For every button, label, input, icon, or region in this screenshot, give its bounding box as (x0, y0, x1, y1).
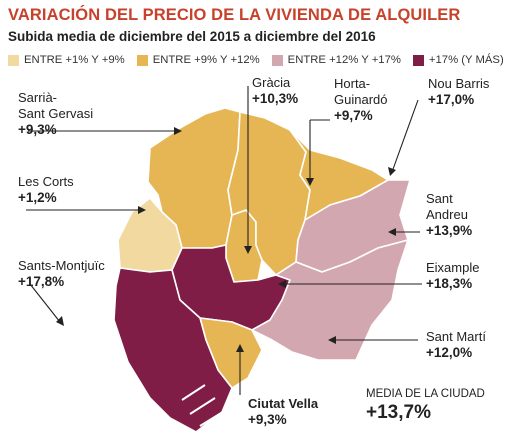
arrowhead-gracia (244, 246, 252, 254)
map-subtitle: Subida media de diciembre del 2015 a dic… (8, 29, 376, 44)
label-ciutatvella-value: +9,3% (248, 412, 287, 427)
label-gracia-name: Gràcia (252, 75, 291, 90)
map-title: VARIACIÓN DEL PRECIO DE LA VIVIENDA DE A… (8, 6, 461, 24)
arrowhead-sants (56, 316, 64, 326)
arrowhead-horta (306, 178, 314, 186)
label-sants: Sants-Montjuïc +17,8% (18, 258, 105, 290)
port-pier (181, 384, 227, 427)
label-sarria: Sarrià- Sant Gervasi +9,3% (18, 90, 93, 138)
arrowhead-eixample (278, 280, 286, 288)
legend-item-top: +17% (Y MÁS) (412, 54, 504, 66)
label-noubarris-value: +17,0% (428, 92, 475, 107)
legend-label-mid: ENTRE +9% Y +12% (152, 54, 260, 66)
label-ciutatvella-name: Ciutat Vella (248, 396, 319, 411)
district-santmarti[interactable] (251, 239, 409, 361)
district-sants[interactable] (113, 267, 233, 433)
label-gracia-value: +10,3% (252, 91, 299, 106)
legend-swatch-top (412, 54, 424, 66)
legend: ENTRE +1% Y +9% ENTRE +9% Y +12% ENTRE +… (8, 53, 516, 67)
legend-item-mid: ENTRE +9% Y +12% (136, 54, 260, 66)
label-sarria-name: Sarrià- Sant Gervasi (18, 90, 94, 121)
label-santmarti-value: +12,0% (426, 345, 473, 360)
label-lescorts-value: +1,2% (18, 190, 57, 205)
legend-label-top: +17% (Y MÁS) (428, 54, 504, 66)
arrowhead-santmarti (328, 336, 336, 344)
label-sants-value: +17,8% (18, 274, 65, 289)
label-noubarris: Nou Barris +17,0% (428, 76, 489, 108)
label-sants-name: Sants-Montjuïc (18, 258, 105, 273)
legend-swatch-low (8, 54, 19, 66)
label-eixample-name: Eixample (426, 260, 480, 275)
label-santmarti-name: Sant Martí (426, 329, 486, 344)
label-sarria-value: +9,3% (18, 122, 57, 137)
arrowhead-santandreu (388, 228, 396, 236)
label-horta-value: +9,7% (334, 108, 373, 123)
label-santandreu: Sant Andreu +13,9% (426, 191, 472, 239)
label-eixample: Eixample +18,3% (426, 260, 479, 292)
label-noubarris-name: Nou Barris (428, 76, 490, 91)
label-gracia: Gràcia +10,3% (252, 75, 298, 107)
city-average: MEDIA DE LA CIUDAD +13,7% (366, 388, 485, 424)
label-horta-name: Horta- Guinardó (334, 76, 388, 107)
legend-item-high: ENTRE +12% Y +17% (271, 54, 401, 66)
arrowhead-ciutatvella (236, 344, 244, 352)
legend-label-high: ENTRE +12% Y +17% (287, 54, 401, 66)
city-average-value: +13,7% (366, 402, 431, 423)
arrowhead-noubarris (388, 167, 396, 176)
label-santandreu-name: Sant Andreu (426, 191, 468, 222)
label-eixample-value: +18,3% (426, 276, 473, 291)
label-santmarti: Sant Martí +12,0% (426, 329, 486, 361)
pointer-sants (29, 283, 61, 323)
pointer-noubarris (391, 99, 419, 173)
label-santandreu-value: +13,9% (426, 223, 473, 238)
arrowhead-sarria (174, 127, 182, 135)
legend-swatch-mid (136, 54, 148, 66)
legend-item-low: ENTRE +1% Y +9% (8, 54, 125, 66)
label-lescorts: Les Corts +1,2% (18, 174, 74, 206)
label-lescorts-name: Les Corts (18, 174, 74, 189)
legend-swatch-high (271, 54, 283, 66)
label-ciutatvella: Ciutat Vella +9,3% (248, 396, 318, 428)
legend-label-low: ENTRE +1% Y +9% (24, 54, 125, 66)
label-horta: Horta- Guinardó +9,7% (334, 76, 387, 124)
city-average-caption: MEDIA DE LA CIUDAD (366, 388, 485, 400)
arrowhead-lescorts (138, 206, 146, 214)
